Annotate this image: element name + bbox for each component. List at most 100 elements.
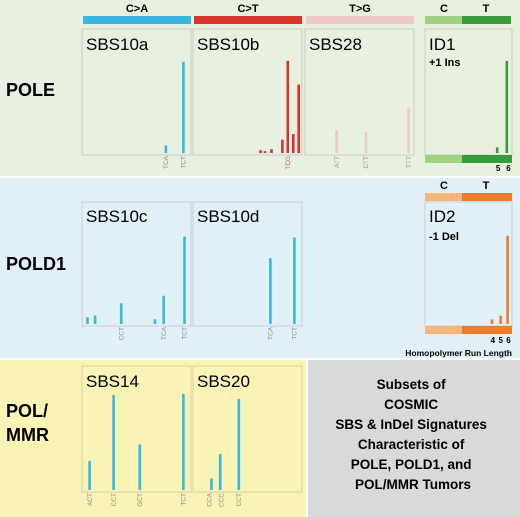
homopolymer-axis-label: Homopolymer Run Length (405, 348, 512, 358)
id2-header-t-bottom (462, 326, 512, 334)
panel-title: SBS20 (197, 372, 250, 391)
id2-header-c-top (425, 193, 462, 201)
bar (237, 398, 241, 490)
bar (259, 150, 262, 154)
bar (263, 151, 267, 153)
bar (218, 454, 222, 490)
id1-header (425, 155, 512, 163)
caption-line: POL/MMR Tumors (355, 477, 471, 492)
bar (210, 478, 213, 490)
panel-sbs14: SBS14 ACT CCT GCT TCT (81, 365, 192, 507)
panel-subtitle: -1 Del (429, 231, 459, 243)
bar (499, 315, 502, 324)
panel-frame (304, 28, 415, 156)
bar (138, 444, 142, 490)
tick-label: 5 (498, 336, 503, 345)
tick-label: CCC (219, 493, 226, 507)
tick-label: TCT (181, 493, 188, 506)
bar (364, 132, 368, 153)
bar (164, 145, 168, 153)
caption-line: Characteristic of (358, 437, 465, 452)
id2-header-label-c: C (440, 180, 448, 192)
bar (153, 319, 157, 324)
panel-frame (81, 201, 192, 327)
bar (286, 60, 290, 153)
caption-line: POLE, POLD1, and (351, 457, 472, 472)
tick-label: CCA (207, 492, 214, 506)
bar (88, 460, 91, 490)
bar (495, 147, 499, 153)
panel-title: SBS10b (197, 35, 259, 54)
tick-label: ATT (334, 156, 341, 168)
panel-sbs28: SBS28 ATT CTT TTT (304, 28, 415, 169)
caption-line: Subsets of (377, 377, 447, 392)
bar (269, 258, 272, 324)
panel-sbs10a: SBS10a TCA TCT (81, 28, 192, 169)
panel-title: SBS10a (86, 35, 149, 54)
bar (119, 303, 123, 324)
tick-label: 6 (506, 164, 511, 173)
tick-label: GCT (137, 493, 144, 507)
context-label-ca: C>A (126, 3, 148, 15)
tick-label: CCT (118, 327, 125, 340)
tick-label: CCT (111, 493, 118, 506)
context-label-tg: T>G (349, 3, 371, 15)
id2-header-t-top (462, 193, 512, 201)
context-bar-ins-c (425, 16, 462, 24)
id2-header: C T (425, 180, 512, 334)
panel-frame (81, 28, 192, 156)
panel-title: SBS10d (197, 207, 259, 226)
row-band-polmmr (0, 359, 307, 517)
bar (297, 84, 300, 153)
bar (86, 317, 89, 324)
context-label-ct: C>T (237, 3, 258, 15)
bar (93, 315, 97, 324)
bar (281, 139, 284, 153)
tick-label: TCT (182, 327, 189, 340)
bar (182, 394, 185, 490)
row-label-polmmr: POL/ MMR (6, 401, 53, 445)
tick-label: TCA (161, 326, 168, 340)
id2-header-label-t: T (483, 180, 490, 192)
tick-label: TCA (163, 155, 170, 169)
context-bar-tg (306, 16, 414, 24)
context-bar-ca (83, 16, 191, 24)
bar (183, 236, 186, 324)
context-bar-ct (194, 16, 302, 24)
caption-line: COSMIC (384, 397, 438, 412)
tick-label: ACT (87, 493, 94, 506)
bar (292, 134, 295, 153)
context-label-ins-t: T (483, 3, 490, 15)
tick-label: CCT (236, 493, 243, 506)
id2-header-c-bottom (425, 326, 462, 334)
bar (407, 107, 410, 153)
panel-title: SBS28 (309, 35, 362, 54)
context-label-ins-c: C (440, 3, 448, 15)
panel-sbs10d: SBS10d TCA TCT (192, 201, 303, 340)
row-label-pole: POLE (6, 80, 55, 100)
panel-title: ID2 (429, 207, 455, 226)
panel-subtitle: +1 Ins (429, 57, 461, 69)
bar (293, 237, 296, 324)
bar (490, 319, 494, 324)
tick-label: TTT (406, 156, 413, 168)
bar (162, 295, 165, 324)
caption-box (307, 359, 520, 517)
id1-header-c (425, 155, 462, 163)
panel-title: SBS14 (86, 372, 139, 391)
panel-frame (81, 365, 192, 493)
panel-frame (192, 201, 303, 327)
bar (505, 60, 509, 153)
bar (182, 61, 185, 153)
panel-sbs10b: SBS10b TCG (192, 28, 303, 170)
tick-label: TCG (285, 156, 292, 170)
panel-frame (192, 28, 303, 156)
caption-line: SBS & InDel Signatures (335, 417, 487, 432)
bar (506, 235, 509, 324)
panel-sbs10c: SBS10c CCT TCA TCT (81, 201, 192, 340)
row-label-pold1: POLD1 (6, 254, 66, 274)
tick-label: 4 (491, 336, 496, 345)
id1-header-t (462, 155, 512, 163)
panel-title: SBS10c (86, 207, 148, 226)
